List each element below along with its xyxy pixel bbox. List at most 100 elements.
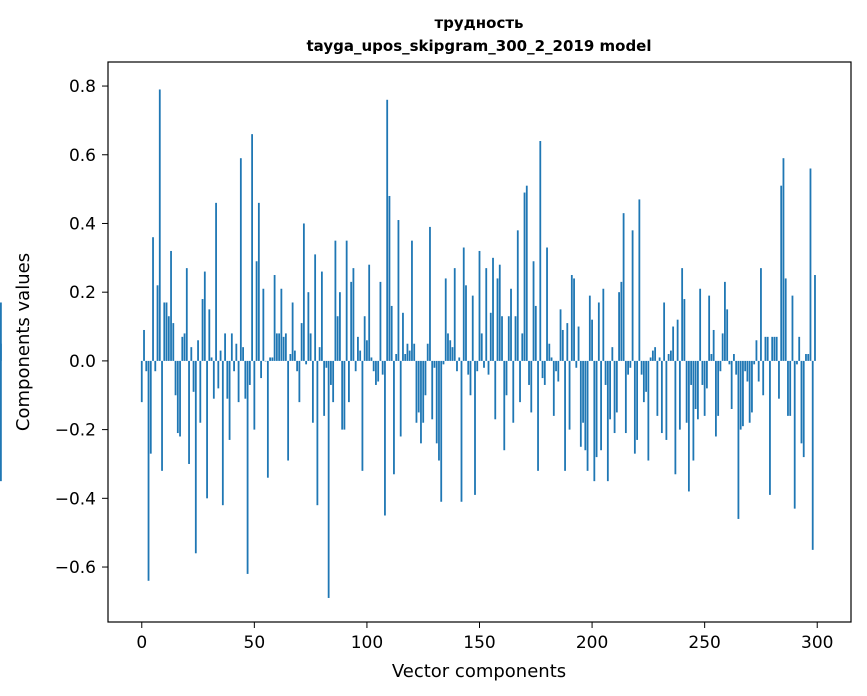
bar (402, 312, 404, 361)
bar (780, 185, 783, 361)
bar (426, 343, 429, 361)
bar (228, 360, 231, 440)
bar (422, 360, 425, 423)
bar (431, 360, 434, 420)
bar (766, 336, 769, 361)
bar (192, 360, 195, 392)
bar (748, 360, 751, 423)
bar (278, 333, 281, 361)
bar (474, 360, 476, 495)
bar (712, 329, 715, 361)
bar (305, 360, 308, 365)
bar (577, 326, 580, 361)
bar (645, 360, 648, 392)
bar (298, 360, 301, 403)
bar (665, 360, 668, 440)
bar (447, 333, 449, 361)
bar (789, 360, 792, 416)
bar (433, 360, 436, 368)
bar (404, 354, 407, 361)
y-axis-ticks: −0.6 −0.4 −0.2 0.0 0.2 0.4 0.6 0.8 (55, 77, 108, 578)
bar (226, 360, 229, 399)
bar (194, 360, 197, 554)
bar (784, 278, 787, 361)
bar (760, 268, 762, 361)
bar (618, 292, 620, 361)
bar (575, 360, 578, 368)
bar (471, 295, 474, 361)
bar (683, 299, 686, 361)
bar (350, 281, 353, 361)
bar (190, 347, 193, 361)
bar (681, 268, 684, 361)
bar (685, 360, 688, 423)
bar (158, 89, 161, 361)
bar (185, 268, 188, 361)
bar (253, 360, 256, 430)
bar (717, 360, 720, 416)
bar (719, 360, 722, 372)
bar-series (0, 89, 816, 598)
bar (543, 360, 546, 385)
bar (435, 360, 438, 444)
bar (521, 333, 524, 361)
bar (341, 360, 344, 430)
bar (462, 247, 465, 361)
bar (708, 295, 711, 361)
bar (757, 360, 760, 382)
bar (199, 360, 202, 423)
bar (710, 354, 713, 361)
bar (480, 333, 483, 361)
bar (530, 360, 533, 413)
bar (633, 360, 636, 454)
bar (800, 360, 803, 444)
bar (368, 264, 371, 361)
bar (546, 247, 548, 361)
bar (235, 343, 238, 361)
bar (161, 360, 163, 471)
bar (203, 271, 206, 361)
bar (411, 240, 413, 361)
bar (620, 281, 623, 361)
bar (212, 360, 215, 399)
bar (561, 329, 564, 361)
bar (257, 202, 260, 361)
bar (663, 302, 666, 361)
bar (372, 360, 375, 372)
y-tick-label: −0.2 (55, 421, 96, 441)
bar (167, 316, 170, 361)
bar (395, 354, 398, 361)
y-tick-label: 0.0 (69, 352, 96, 372)
bar (318, 347, 321, 361)
bar (406, 343, 409, 361)
bar (631, 230, 634, 361)
bar (291, 302, 294, 361)
bar (334, 240, 337, 361)
bar (174, 360, 177, 396)
bar (593, 360, 596, 482)
bar (476, 360, 479, 372)
bar (0, 302, 2, 361)
bar (489, 312, 492, 361)
bar (325, 360, 328, 368)
bar (201, 299, 204, 361)
bar (678, 360, 681, 430)
bar (778, 360, 780, 399)
bar (363, 316, 366, 361)
bar (647, 360, 650, 461)
bar (654, 347, 657, 361)
bar (336, 316, 339, 361)
plot-frame (107, 61, 852, 623)
bar (323, 360, 326, 416)
bar (793, 360, 796, 509)
bar (584, 360, 587, 451)
bar (408, 350, 411, 361)
bar (440, 360, 443, 502)
bar (667, 354, 670, 361)
bar (424, 360, 427, 396)
bar (751, 360, 753, 413)
bar (591, 319, 593, 361)
bar (188, 360, 190, 464)
bar (548, 343, 551, 361)
bar (176, 360, 179, 434)
